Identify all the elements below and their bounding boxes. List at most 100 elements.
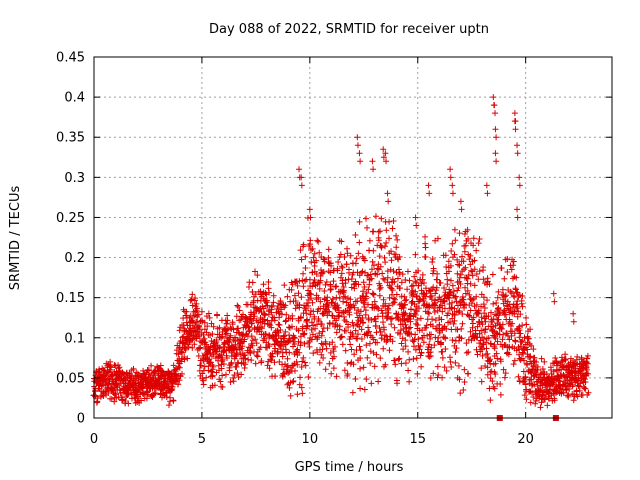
data-point (480, 294, 487, 301)
data-point (492, 335, 499, 342)
data-point (573, 388, 580, 395)
data-point (504, 268, 511, 275)
data-point (276, 321, 283, 328)
data-point (196, 333, 203, 340)
data-point (491, 333, 498, 340)
data-point (449, 182, 456, 189)
data-point (370, 262, 377, 269)
data-point (446, 289, 453, 296)
data-point (112, 391, 119, 398)
data-point (294, 282, 301, 289)
data-point (511, 357, 518, 364)
data-point (456, 274, 463, 281)
data-point (401, 293, 408, 300)
data-point (201, 326, 208, 333)
data-point (384, 190, 391, 197)
data-point (506, 344, 513, 351)
data-point (407, 312, 414, 319)
data-point (439, 302, 446, 309)
data-point (391, 324, 398, 331)
data-point (359, 268, 366, 275)
data-point (514, 214, 521, 221)
data-point (457, 198, 464, 205)
data-point (310, 322, 317, 329)
data-point (519, 337, 526, 344)
data-point (393, 244, 400, 251)
data-point (539, 365, 546, 372)
data-point (358, 326, 365, 333)
data-point (582, 379, 589, 386)
x-tick-label: 0 (90, 432, 98, 447)
data-point (250, 315, 257, 322)
data-point (355, 281, 362, 288)
data-point (380, 319, 387, 326)
data-point (350, 322, 357, 329)
data-point (274, 302, 281, 309)
data-point (380, 146, 387, 153)
data-point (493, 158, 500, 165)
data-point (308, 326, 315, 333)
data-point (330, 278, 337, 285)
data-point (309, 283, 316, 290)
data-point (562, 357, 569, 364)
data-point (397, 285, 404, 292)
data-point (323, 345, 330, 352)
data-point (516, 182, 523, 189)
data-point (528, 376, 535, 383)
data-point (345, 323, 352, 330)
data-point (294, 346, 301, 353)
data-point (585, 370, 592, 377)
data-point (475, 240, 482, 247)
data-point (536, 388, 543, 395)
data-point (325, 304, 332, 311)
data-point (385, 198, 392, 205)
data-point (315, 315, 322, 322)
data-point (372, 323, 379, 330)
data-point (352, 375, 359, 382)
data-point (249, 342, 256, 349)
data-point (383, 158, 390, 165)
data-point (457, 271, 464, 278)
data-point (414, 370, 421, 377)
data-point (451, 251, 458, 258)
data-point (455, 362, 462, 369)
data-point (241, 336, 248, 343)
data-point (451, 226, 458, 233)
data-point (284, 381, 291, 388)
data-point (388, 321, 395, 328)
data-point (430, 267, 437, 274)
data-point (320, 355, 327, 362)
data-point (253, 352, 260, 359)
data-point (184, 355, 191, 362)
data-point (427, 349, 434, 356)
data-point (491, 385, 498, 392)
data-point (442, 335, 449, 342)
data-point (218, 365, 225, 372)
data-point (429, 256, 436, 263)
data-point (263, 299, 270, 306)
data-point (100, 392, 107, 399)
data-point (402, 360, 409, 367)
data-point (241, 365, 248, 372)
data-point (473, 293, 480, 300)
data-point (475, 310, 482, 317)
data-point (422, 233, 429, 240)
data-point (253, 340, 260, 347)
data-point (361, 386, 368, 393)
data-point (203, 374, 210, 381)
data-point (382, 361, 389, 368)
data-point (435, 334, 442, 341)
data-point (430, 305, 437, 312)
data-point (422, 244, 429, 251)
data-point (349, 389, 356, 396)
data-point (413, 308, 420, 315)
data-point (234, 349, 241, 356)
data-point (418, 349, 425, 356)
data-point (370, 290, 377, 297)
data-point (339, 341, 346, 348)
data-point (298, 174, 305, 181)
data-point (537, 385, 544, 392)
data-point (422, 293, 429, 300)
data-point (235, 374, 242, 381)
data-point (286, 349, 293, 356)
